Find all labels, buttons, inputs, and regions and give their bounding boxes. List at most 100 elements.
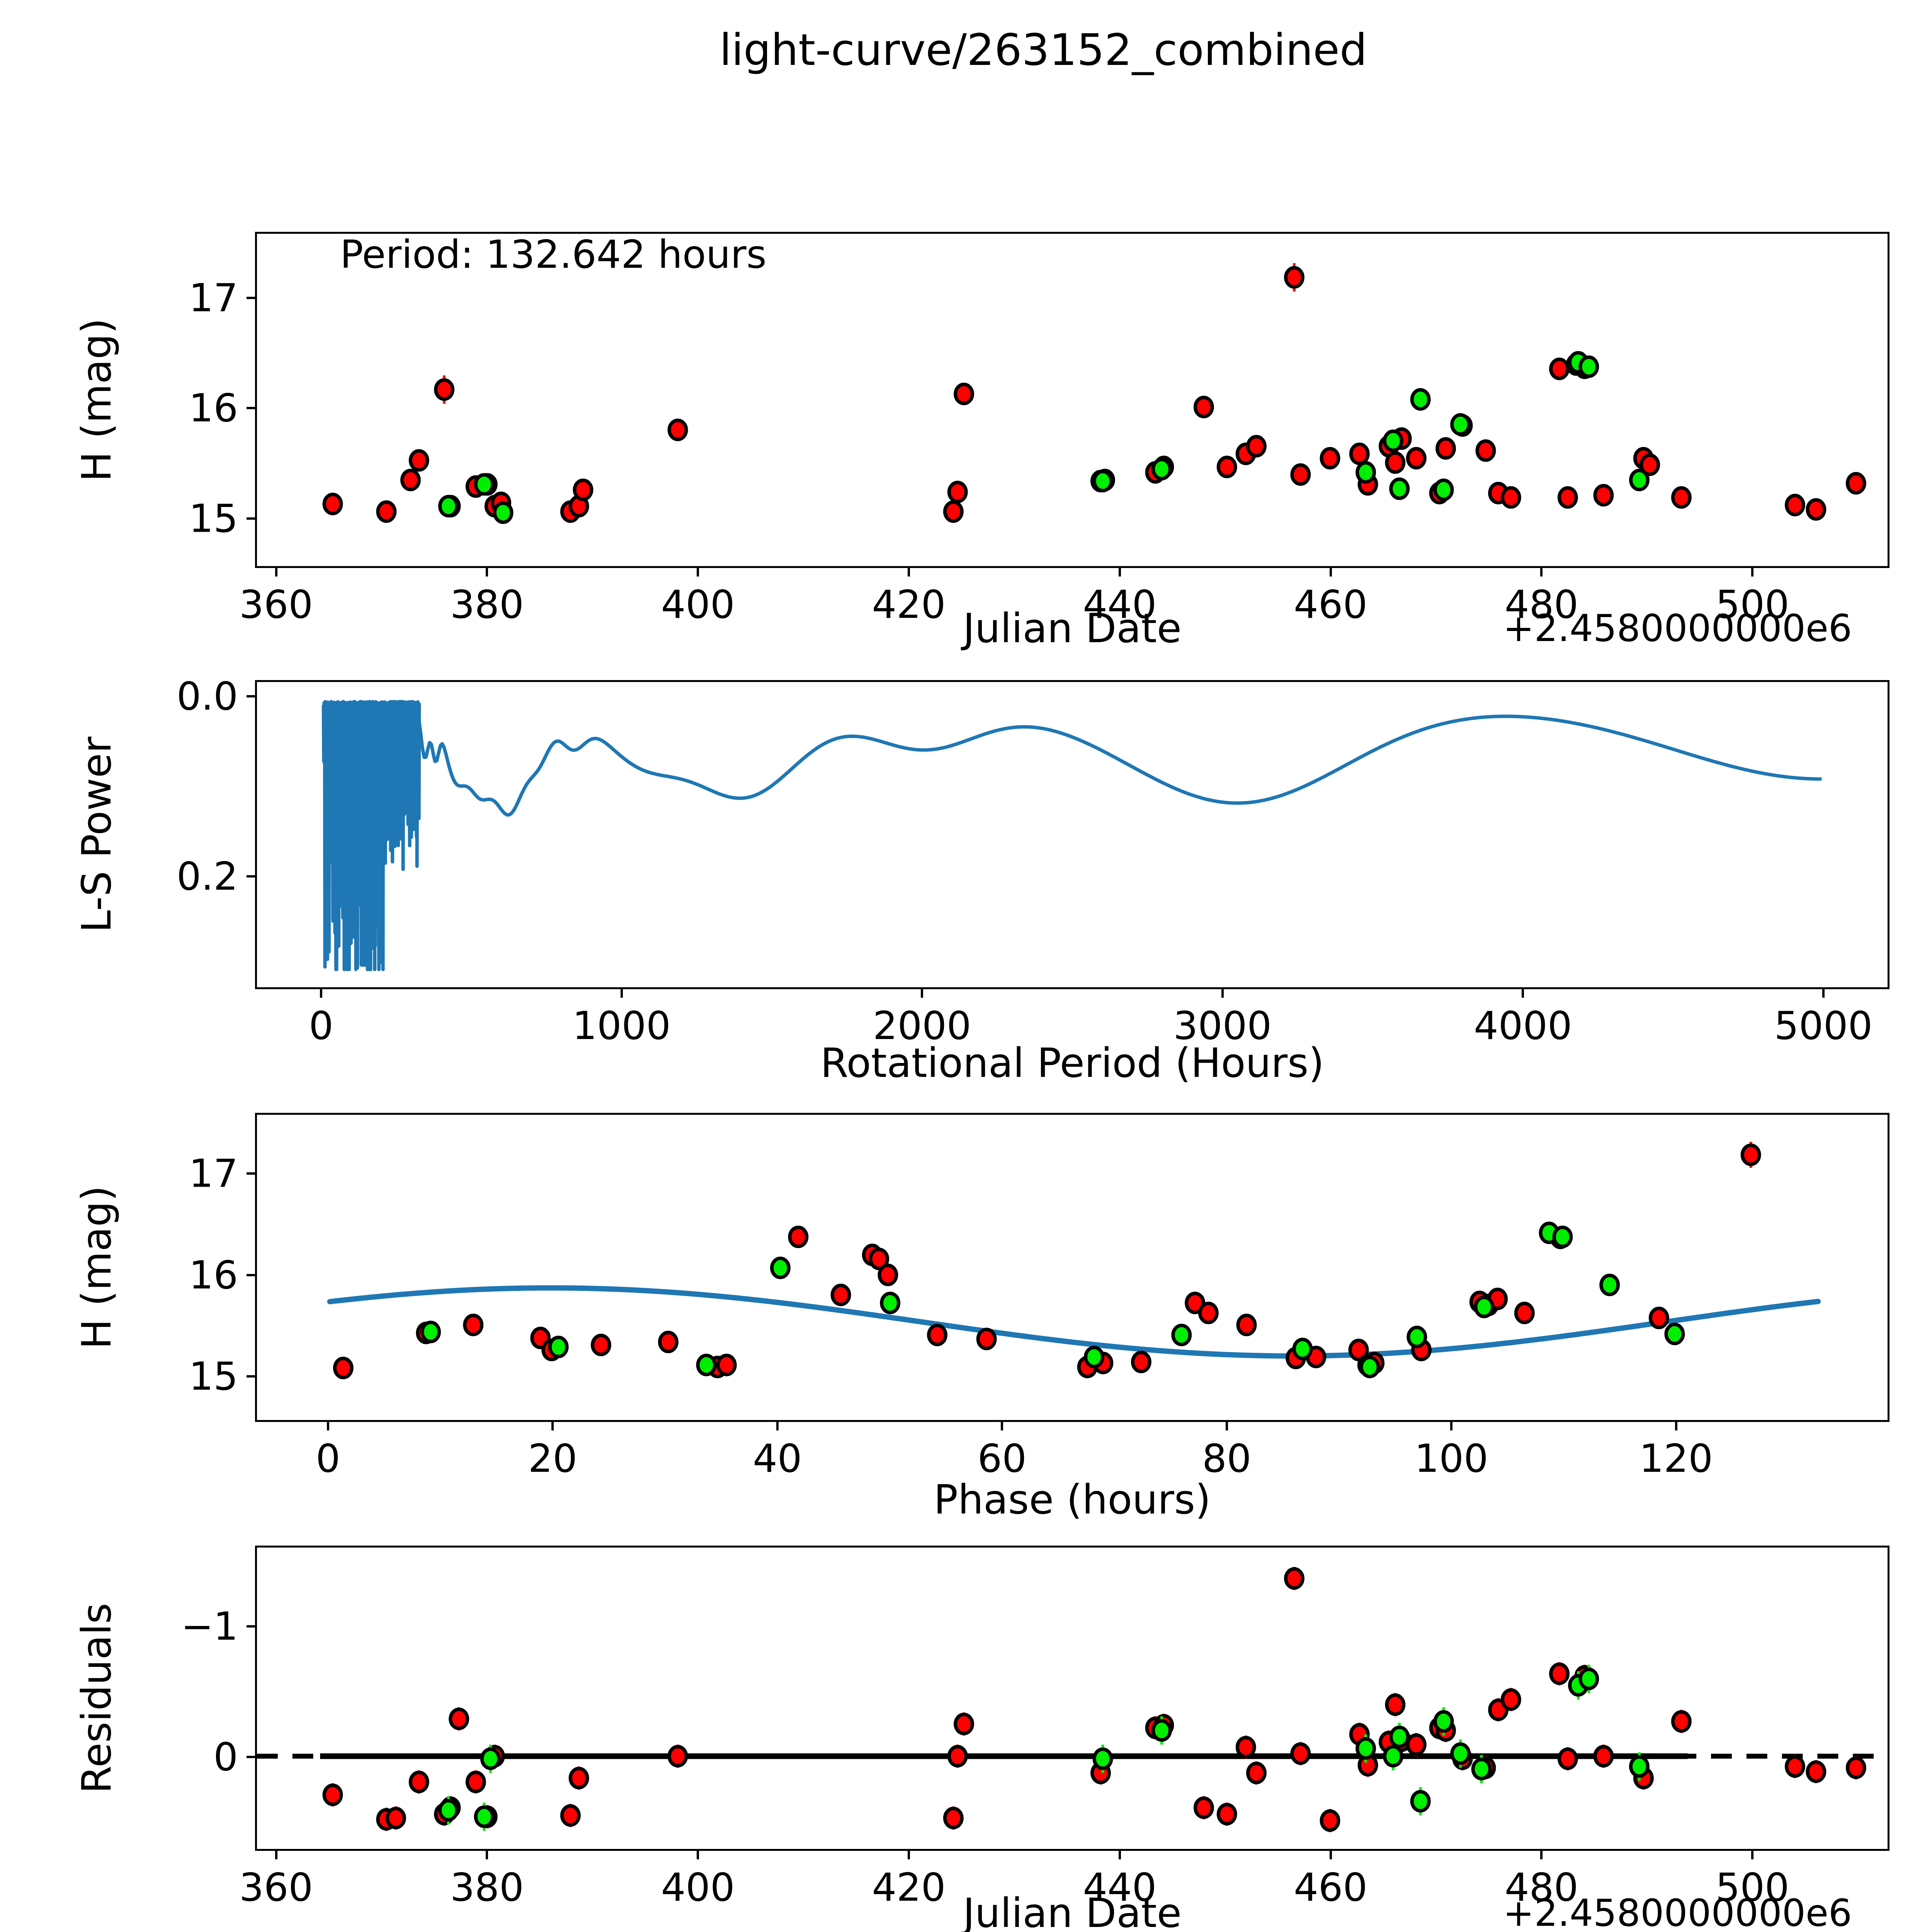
data-point <box>438 1799 459 1822</box>
data-point <box>1385 1693 1406 1716</box>
data-point <box>954 383 975 405</box>
xtick-label: 480 <box>1504 1865 1578 1910</box>
data-point <box>1193 396 1214 418</box>
data-point <box>1475 439 1496 462</box>
xtick-mark <box>1540 568 1543 577</box>
xtick-mark <box>908 568 910 577</box>
data-point <box>667 1745 688 1768</box>
data-point <box>830 1284 851 1306</box>
xtick-mark <box>1329 1851 1332 1859</box>
data-point <box>1151 1719 1172 1742</box>
ytick-mark <box>247 407 255 410</box>
xtick-label: 380 <box>450 582 524 627</box>
data-point <box>480 1747 501 1770</box>
xtick-label: 500 <box>1715 1865 1789 1910</box>
xtick-mark <box>320 989 323 998</box>
sinusoid-fit-curve <box>327 1285 1821 1359</box>
data-point <box>1292 1337 1313 1361</box>
xtick-mark <box>1822 989 1825 998</box>
data-point <box>1284 1567 1304 1590</box>
data-point <box>788 1225 809 1248</box>
xtick-label: 400 <box>661 582 735 627</box>
ytick-mark <box>247 1755 255 1758</box>
data-point <box>1549 1662 1570 1685</box>
data-point <box>1806 1760 1827 1783</box>
data-point <box>1433 1710 1454 1733</box>
xtick-label: 460 <box>1294 582 1368 627</box>
data-point <box>1671 486 1692 509</box>
xtick-mark <box>921 989 923 998</box>
xtick-label: 3000 <box>1173 1003 1272 1048</box>
xtick-mark <box>486 1851 488 1859</box>
data-point <box>1284 266 1304 289</box>
data-point <box>1383 429 1403 452</box>
data-point <box>770 1257 791 1279</box>
data-point <box>947 1745 968 1768</box>
xtick-label: 400 <box>661 1865 735 1910</box>
data-point <box>976 1328 997 1350</box>
ytick-label: 17 <box>189 275 238 321</box>
xtick-mark <box>620 989 623 998</box>
data-point <box>385 1806 406 1830</box>
ytick-mark <box>247 297 255 299</box>
data-point <box>1092 469 1113 493</box>
data-point <box>1406 1325 1427 1349</box>
data-point <box>1246 435 1267 457</box>
data-point <box>1435 437 1456 460</box>
data-point <box>322 493 343 515</box>
ytick-label: 17 <box>189 1151 238 1196</box>
data-point <box>322 1783 343 1806</box>
data-point <box>1355 1737 1376 1760</box>
xtick-label: 20 <box>528 1436 578 1481</box>
ytick-mark <box>247 1625 255 1628</box>
xtick-mark <box>1450 1422 1453 1430</box>
data-point <box>1845 472 1866 495</box>
xtick-label: 360 <box>239 1865 313 1910</box>
residuals-xlabel: Julian Date <box>963 1889 1182 1932</box>
ytick-label: 16 <box>189 1252 238 1298</box>
data-point <box>474 473 495 496</box>
ytick-mark <box>247 1172 255 1175</box>
data-point <box>1320 1809 1340 1832</box>
data-point <box>878 1264 898 1286</box>
data-point <box>463 1313 484 1337</box>
data-point <box>1648 1306 1669 1329</box>
xtick-mark <box>1221 989 1224 998</box>
data-point <box>465 1770 486 1793</box>
data-point <box>1198 1301 1219 1324</box>
xtick-label: 460 <box>1294 1865 1368 1910</box>
xtick-mark <box>1751 568 1754 577</box>
xtick-label: 5000 <box>1774 1003 1873 1048</box>
data-point <box>1348 1338 1369 1361</box>
period-annotation: Period: 132.642 hours <box>340 232 767 277</box>
xtick-label: 440 <box>1083 1865 1157 1910</box>
xtick-mark <box>1675 1422 1677 1430</box>
data-point <box>1084 1345 1104 1368</box>
xtick-mark <box>327 1422 329 1430</box>
data-point <box>947 481 968 503</box>
data-point <box>1450 1742 1471 1765</box>
xtick-label: 120 <box>1639 1436 1713 1481</box>
xtick-mark <box>1329 568 1332 577</box>
phasefold-xlabel: Phase (hours) <box>934 1476 1211 1523</box>
ytick-label: −1 <box>181 1604 238 1649</box>
data-point <box>449 1708 469 1730</box>
xtick-mark <box>551 1422 554 1430</box>
data-point <box>1578 355 1599 378</box>
xtick-mark <box>908 1851 910 1859</box>
data-point <box>1433 478 1454 501</box>
data-point <box>869 1247 889 1270</box>
series-red <box>322 1566 1866 1832</box>
xtick-label: 80 <box>1202 1436 1252 1481</box>
lightcurve-offset-text: +2.4580000000e6 <box>1503 607 1852 650</box>
ytick-label: 15 <box>189 1354 238 1399</box>
data-point <box>1784 1755 1805 1778</box>
data-point <box>1474 1296 1495 1318</box>
lightcurve-axes <box>255 232 1889 568</box>
data-point <box>333 1357 354 1379</box>
data-point <box>1359 1355 1380 1378</box>
series-green <box>438 1665 1650 1831</box>
series-green <box>438 351 1650 524</box>
data-point <box>1355 461 1376 484</box>
figure-title: light-curve/263152_combined <box>719 25 1367 75</box>
